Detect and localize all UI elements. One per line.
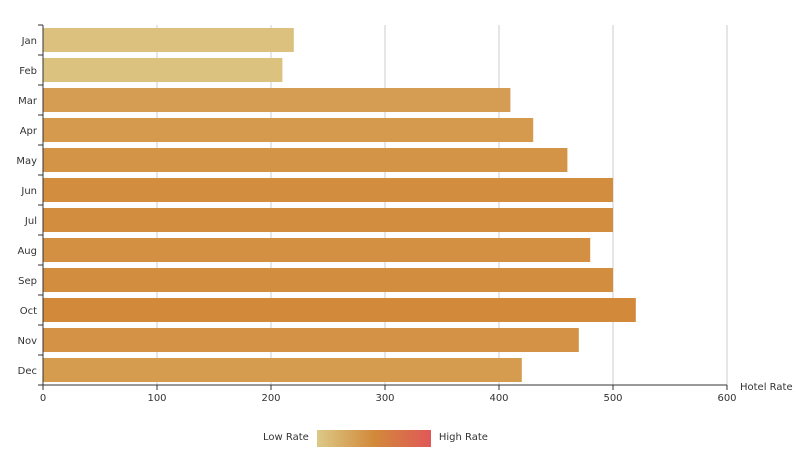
bar-dec[interactable] [43,358,522,382]
x-tick-label: 600 [717,393,736,404]
bar-jun[interactable] [43,178,613,202]
legend-low-label: Low Rate [263,432,309,443]
bar-nov[interactable] [43,328,579,352]
legend-high-label: High Rate [438,432,488,443]
x-axis-title: Hotel Rate [740,382,793,393]
y-tick-label: Aug [17,246,37,257]
y-tick-label: Apr [20,126,38,137]
y-tick-label: Dec [18,366,37,377]
x-tick-label: 300 [375,393,394,404]
bar-may[interactable] [43,148,568,172]
x-tick-label: 0 [40,393,46,404]
y-tick-labels: Jan Feb Mar Apr May Jun Jul Aug Sep Oct Nov Dec [16,36,38,377]
x-tick-label: 500 [603,393,622,404]
bar-feb[interactable] [43,58,283,82]
bars [43,28,636,382]
y-tick-label: Jul [24,216,37,227]
legend-gradient-bar[interactable] [316,429,431,447]
bar-oct[interactable] [43,298,636,322]
bar-jan[interactable] [43,28,294,52]
x-tick-label: 200 [261,393,280,404]
y-tick-label: Jan [21,36,37,47]
grid-lines [156,25,728,385]
bar-apr[interactable] [43,118,534,142]
y-tick-label: Sep [18,276,37,287]
bar-aug[interactable] [43,238,591,262]
bar-sep[interactable] [43,268,613,292]
y-tick-label: Oct [20,306,37,317]
x-tick-label: 400 [489,393,508,404]
bar-mar[interactable] [43,88,511,112]
x-tick-labels: 0 100 200 300 400 500 600 [40,393,737,404]
y-tick-label: Mar [18,96,38,107]
x-tick-label: 100 [147,393,166,404]
bar-jul[interactable] [43,208,613,232]
y-tick-label: Feb [19,66,37,77]
y-tick-label: Nov [17,336,37,347]
y-tick-label: Jun [20,186,37,197]
y-tick-label: May [16,156,37,167]
visual-map-legend: Low Rate High Rate [263,429,488,447]
axes [38,24,728,390]
